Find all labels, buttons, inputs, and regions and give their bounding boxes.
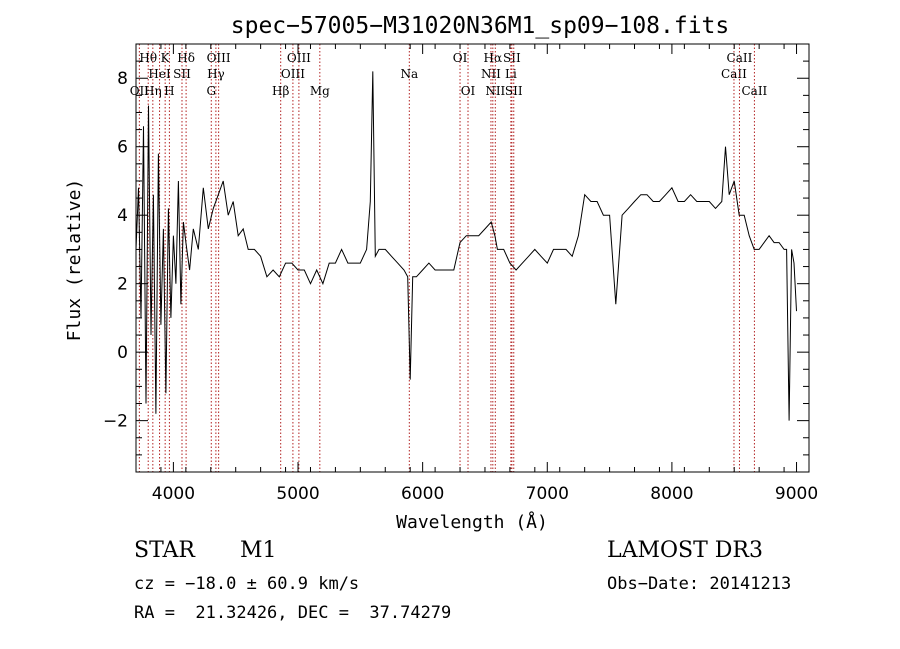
x-tick-label: 8000 xyxy=(650,484,693,504)
coordinates: RA = 21.32426, DEC = 37.74279 xyxy=(134,603,452,623)
flux-series-line xyxy=(135,71,797,421)
line-marker-label: CaII xyxy=(727,51,753,65)
line-marker-label: CaII xyxy=(721,67,747,81)
x-tick-label: 6000 xyxy=(401,484,444,504)
x-tick-label: 7000 xyxy=(526,484,569,504)
line-marker-label: SII xyxy=(173,67,191,81)
y-tick-label: 8 xyxy=(117,69,128,89)
y-axis-label: Flux (relative) xyxy=(64,179,85,342)
line-marker-label: OI xyxy=(461,84,476,98)
x-tick-label: 9000 xyxy=(775,484,818,504)
y-tick-label: 6 xyxy=(117,138,128,158)
line-marker-label: Hθ xyxy=(139,51,157,65)
line-marker-label: OIII xyxy=(281,67,305,81)
line-marker-label: Hγ xyxy=(207,67,225,81)
line-marker-label: OIII xyxy=(287,51,311,65)
line-marker-label: OI xyxy=(453,51,468,65)
line-marker-label: Hβ xyxy=(272,84,289,98)
x-tick-label: 5000 xyxy=(276,484,319,504)
line-marker-label: Hδ xyxy=(177,51,195,65)
line-marker-label: OIII xyxy=(207,51,231,65)
line-marker-label: K xyxy=(161,51,171,65)
x-tick-label: 4000 xyxy=(152,484,195,504)
line-marker-label: NII xyxy=(485,84,505,98)
plot-frame xyxy=(135,43,810,473)
y-tick-label: 0 xyxy=(117,343,128,363)
y-tick-label: 2 xyxy=(117,275,128,295)
observation-date: Obs−Date: 20141213 xyxy=(607,574,792,594)
chart-title: spec−57005−M31020N36M1_sp09−108.fits xyxy=(231,13,730,39)
axes: 4000 5000 6000 7000 8000 9000 −2 0 2 4 6 8 xyxy=(103,43,818,504)
y-tick-label: −2 xyxy=(103,412,128,432)
line-marker-label: OII xyxy=(130,84,150,98)
line-marker-label: Hα xyxy=(484,51,503,65)
line-marker-label: G xyxy=(206,84,216,98)
line-marker-label: HeI xyxy=(148,67,171,81)
line-marker-label: H xyxy=(164,84,174,98)
line-marker-label: Na xyxy=(400,67,418,81)
redshift-cz: cz = −18.0 ± 60.9 km/s xyxy=(134,574,360,594)
x-axis-label: Wavelength (Å) xyxy=(396,511,548,533)
line-marker-label: SII xyxy=(505,84,523,98)
line-marker-label: CaII xyxy=(741,84,767,98)
line-marker-label: NII xyxy=(481,67,501,81)
survey-name: LAMOST DR3 xyxy=(607,538,763,563)
line-marker-label: SII xyxy=(503,51,521,65)
object-subclass: M1 xyxy=(240,538,277,563)
object-class: STAR xyxy=(134,538,195,563)
line-marker-label: Hη xyxy=(144,84,162,98)
y-tick-label: 4 xyxy=(117,206,128,226)
line-marker-label: Li xyxy=(505,67,517,81)
line-marker-label: Mg xyxy=(310,84,330,98)
